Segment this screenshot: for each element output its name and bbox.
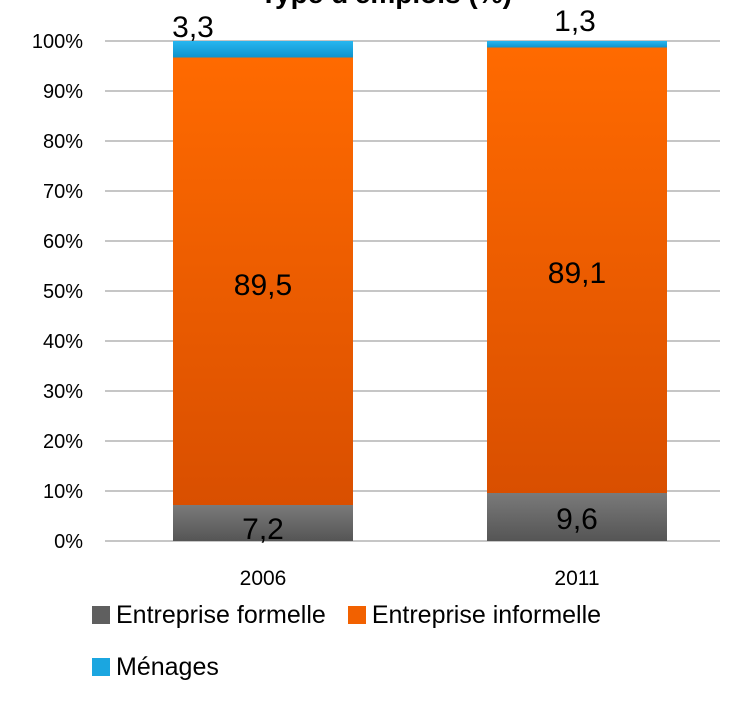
legend-label-menages: Ménages [116, 652, 219, 681]
y-tick-label: 60% [43, 231, 83, 253]
legend-swatch-menages [92, 658, 110, 676]
y-axis-tick-labels: 0% 10% 20% 30% 40% 50% 60% 70% 80% 90% 100% [32, 31, 83, 553]
bar-segment-informelle-2011 [487, 47, 667, 493]
legend-label-informelle: Entreprise informelle [371, 600, 602, 629]
y-tick-label: 70% [43, 181, 83, 203]
y-tick-label: 0% [54, 531, 83, 553]
legend-label-formelle: Entreprise formelle [116, 600, 326, 629]
chart-title: Type d'emplois (%) [260, 0, 512, 9]
legend-item-menages: Ménages [92, 653, 219, 682]
legend-swatch-formelle [92, 606, 110, 624]
data-label-formelle-2006: 7,2 [242, 513, 284, 546]
legend-item-informelle: Entreprise informelle [347, 600, 602, 630]
data-label-menages-2011: 1,3 [554, 5, 596, 38]
x-axis-category-labels: 2006 2011 [240, 567, 600, 590]
bars: 7,2 89,5 3,3 9,6 89,1 1,3 [172, 5, 667, 546]
legend-row-2: Ménages [92, 650, 742, 684]
legend-swatch-informelle [347, 606, 366, 624]
data-label-formelle-2011: 9,6 [556, 503, 598, 536]
y-tick-label: 40% [43, 331, 83, 353]
legend-item-formelle: Entreprise formelle [92, 601, 326, 630]
bar-segment-formelle-2006 [173, 505, 353, 541]
y-tick-label: 20% [43, 431, 83, 453]
y-tick-label: 80% [43, 131, 83, 153]
stacked-bar-chart: Type d'emplois (%) 0% 10% 20% 30% 40% 50% 60% 7… [32, 0, 720, 590]
x-category-label: 2011 [554, 567, 599, 590]
y-tick-label: 50% [43, 281, 83, 303]
y-tick-label: 30% [43, 381, 83, 403]
data-label-informelle-2006: 89,5 [234, 269, 292, 302]
y-tick-label: 90% [43, 81, 83, 103]
legend-row-1: Entreprise formelle Entreprise informell… [92, 598, 742, 632]
bar-segment-informelle-2006 [173, 57, 353, 505]
bar-segment-menages-2011 [487, 41, 667, 48]
bar-segment-formelle-2011 [487, 493, 667, 541]
y-tick-label: 10% [43, 481, 83, 503]
legend: Entreprise formelle Entreprise informell… [92, 598, 742, 702]
data-label-menages-2006: 3,3 [172, 11, 214, 44]
y-tick-label: 100% [32, 31, 83, 53]
data-label-informelle-2011: 89,1 [548, 257, 606, 290]
bar-segment-menages-2006 [173, 41, 353, 58]
x-category-label: 2006 [240, 567, 287, 590]
